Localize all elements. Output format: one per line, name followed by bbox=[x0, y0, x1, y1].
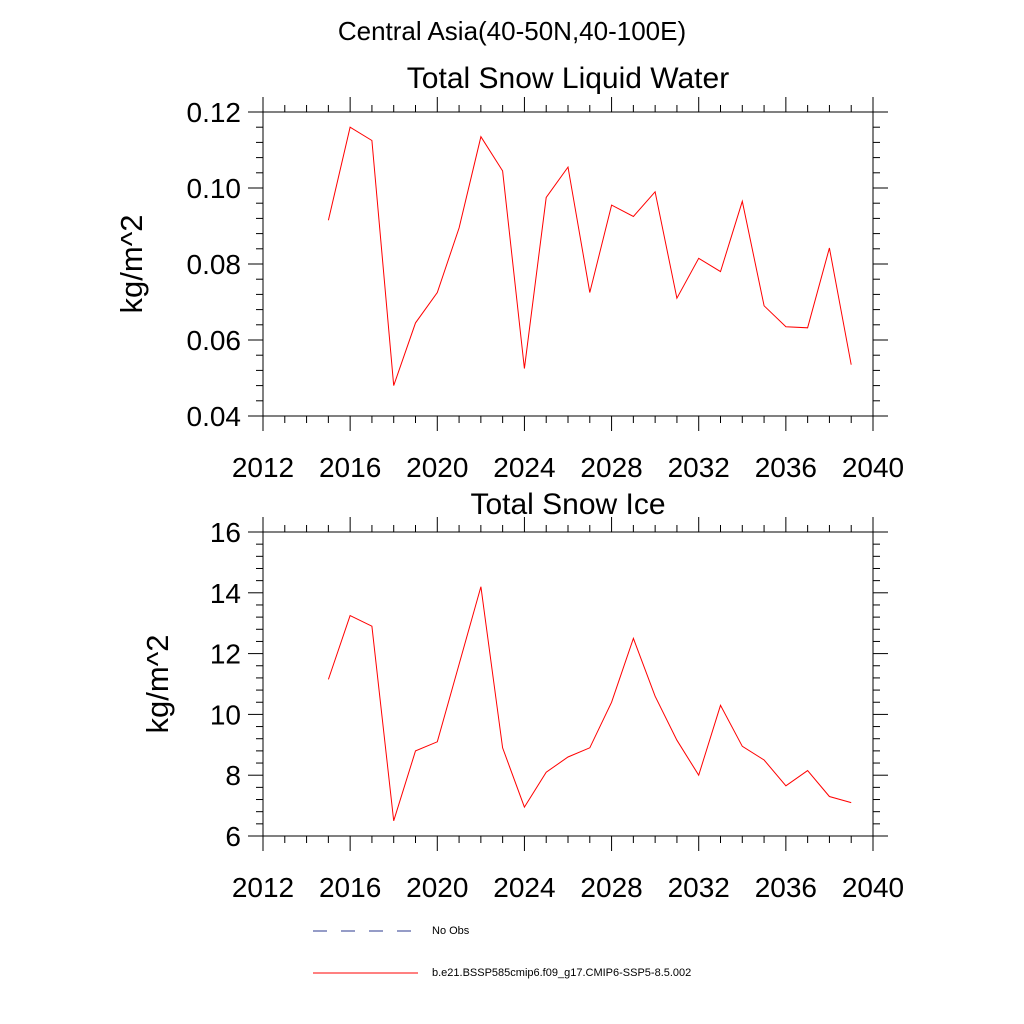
x-tick-label: 2036 bbox=[755, 872, 817, 903]
x-tick-label: 2012 bbox=[232, 452, 294, 483]
x-tick-label: 2016 bbox=[319, 452, 381, 483]
y-tick-label: 0.06 bbox=[187, 325, 242, 356]
y-axis-label: kg/m^2 bbox=[114, 215, 149, 314]
x-tick-label: 2040 bbox=[842, 452, 904, 483]
plot-frame bbox=[262, 111, 874, 417]
plot-panel-snow-ice: Total Snow Ice kg/m^2 2012 2016 2020 2024 2028… bbox=[140, 488, 904, 903]
x-tick-label: 2020 bbox=[406, 872, 468, 903]
y-tick-label: 10 bbox=[210, 699, 241, 730]
x-tick-label: 2032 bbox=[668, 452, 730, 483]
series-line-liquid-water bbox=[327, 126, 852, 386]
x-tick-label: 2024 bbox=[493, 872, 555, 903]
legend: No Obs b.e21.BSSP585cmip6.f09_g17.CMIP6-… bbox=[313, 925, 691, 979]
series-line-snow-ice bbox=[327, 586, 852, 821]
y-tick-label: 6 bbox=[225, 821, 241, 852]
x-tick-label: 2028 bbox=[580, 452, 642, 483]
chart-title: Total Snow Liquid Water bbox=[407, 62, 729, 95]
y-tick-label: 0.08 bbox=[187, 249, 242, 280]
page-title: Central Asia(40-50N,40-100E) bbox=[337, 16, 687, 46]
x-tick-label: 2032 bbox=[668, 872, 730, 903]
x-tick-label: 2020 bbox=[406, 452, 468, 483]
chart-title: Total Snow Ice bbox=[470, 488, 665, 521]
y-axis-label: kg/m^2 bbox=[140, 635, 175, 734]
y-tick-label: 14 bbox=[210, 578, 241, 609]
x-tick-label: 2024 bbox=[493, 452, 555, 483]
y-tick-label: 0.04 bbox=[187, 401, 242, 432]
plot-frame bbox=[262, 531, 874, 837]
x-tick-label: 2036 bbox=[755, 452, 817, 483]
y-tick-label: 12 bbox=[210, 639, 241, 670]
x-tick-label: 2012 bbox=[232, 872, 294, 903]
y-tick-label: 16 bbox=[210, 517, 241, 548]
x-tick-label: 2028 bbox=[580, 872, 642, 903]
y-tick-label: 0.12 bbox=[187, 97, 242, 128]
legend-label-model: b.e21.BSSP585cmip6.f09_g17.CMIP6-SSP5-8.… bbox=[432, 967, 691, 979]
plot-panel-liquid-water: Total Snow Liquid Water kg/m^2 2012 2016 202… bbox=[114, 62, 904, 483]
y-tick-label: 8 bbox=[225, 760, 241, 791]
legend-label-no-obs: No Obs bbox=[432, 925, 470, 937]
x-tick-label: 2016 bbox=[319, 872, 381, 903]
y-tick-label: 0.10 bbox=[187, 173, 242, 204]
x-tick-label: 2040 bbox=[842, 872, 904, 903]
